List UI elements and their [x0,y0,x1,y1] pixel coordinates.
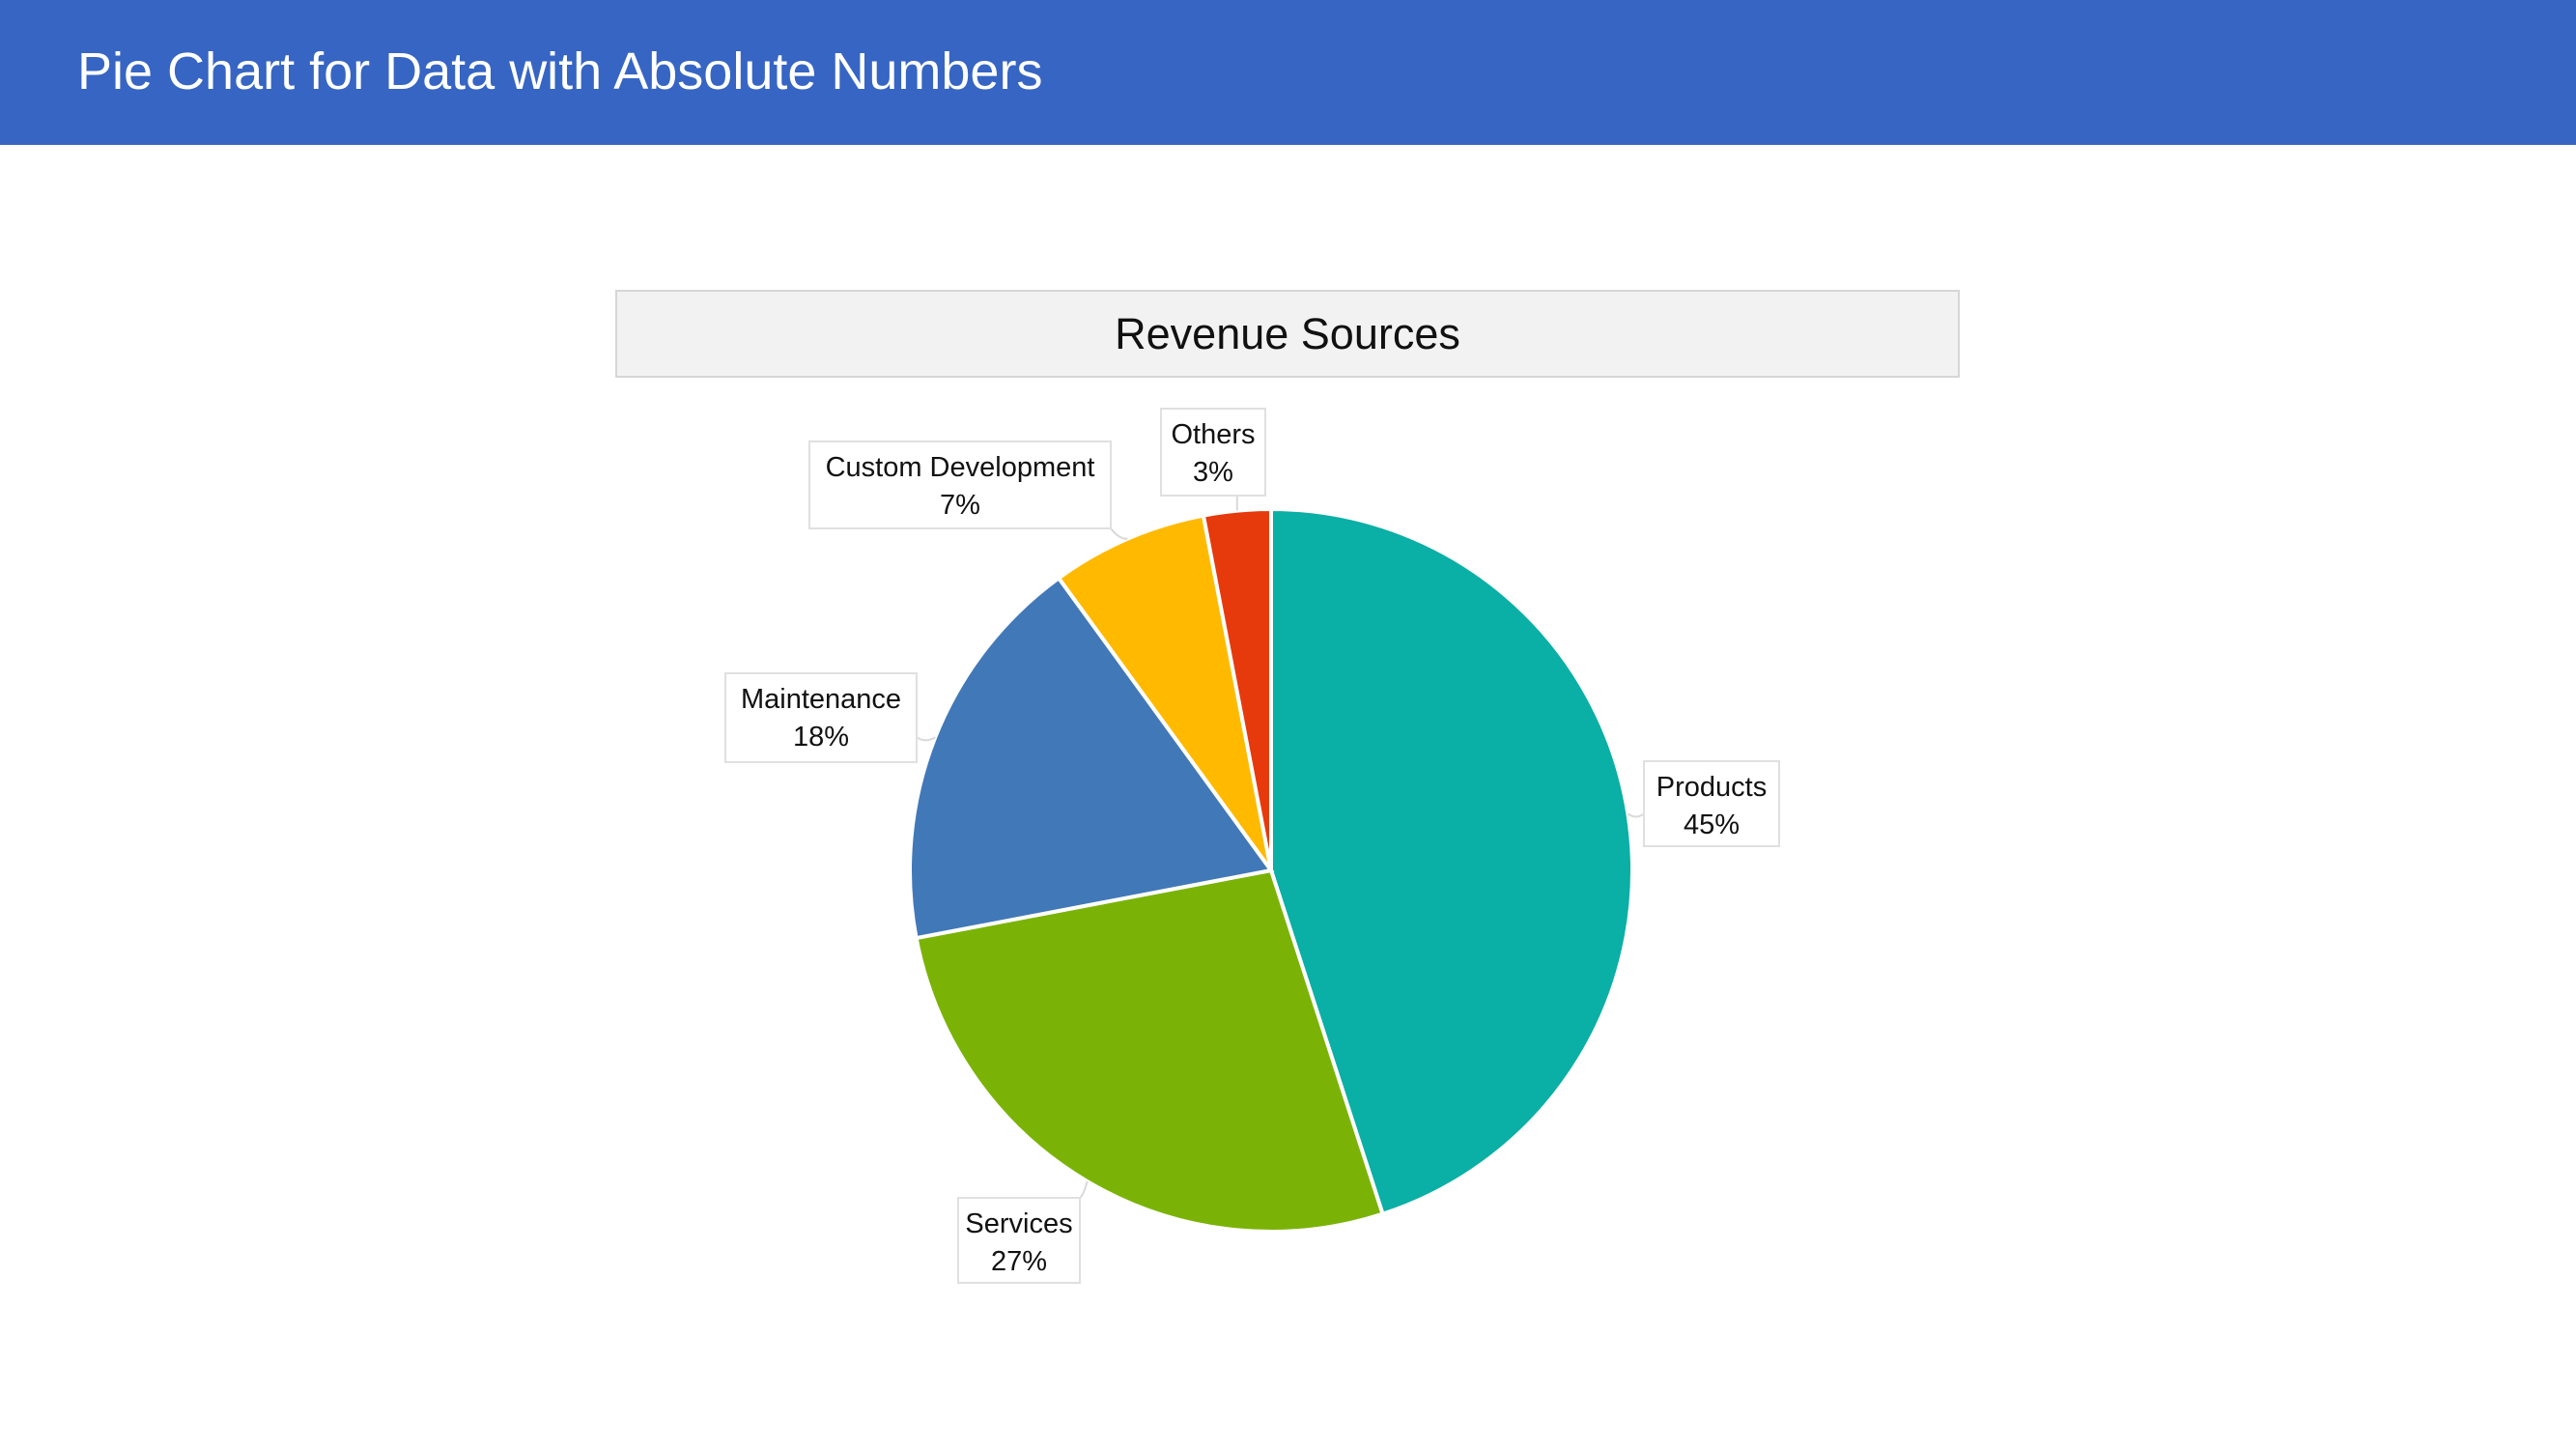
data-label-category: Services [965,1208,1072,1239]
data-label-category: Custom Development [826,452,1095,483]
data-label-box [1643,760,1780,847]
chart-title-box: Revenue Sources [615,290,1960,378]
chart-title: Revenue Sources [1115,308,1460,358]
data-label-value: 45% [1684,810,1740,840]
data-label-box [957,1197,1081,1284]
slide-title: Pie Chart for Data with Absolute Numbers [77,43,1043,100]
leader-line [1627,812,1645,818]
data-label-value: 7% [940,490,980,521]
data-label-category: Maintenance [741,684,901,715]
leader-line [916,736,936,742]
data-label-value: 18% [793,722,849,753]
data-label-box [808,440,1112,529]
data-label-box [1160,408,1266,497]
title-banner: Pie Chart for Data with Absolute Numbers [0,0,2576,145]
pie-slice-maintenance [908,575,1275,941]
data-label-category: Products [1656,772,1767,803]
pie-slice-custom-development [1056,513,1273,872]
pie-slice-others [1201,506,1273,871]
leader-line [1110,527,1128,540]
leader-line [1079,1180,1089,1199]
data-label-value: 3% [1193,457,1233,488]
data-label-box [724,672,918,763]
data-label-category: Others [1171,419,1255,450]
data-label-value: 27% [991,1246,1047,1277]
